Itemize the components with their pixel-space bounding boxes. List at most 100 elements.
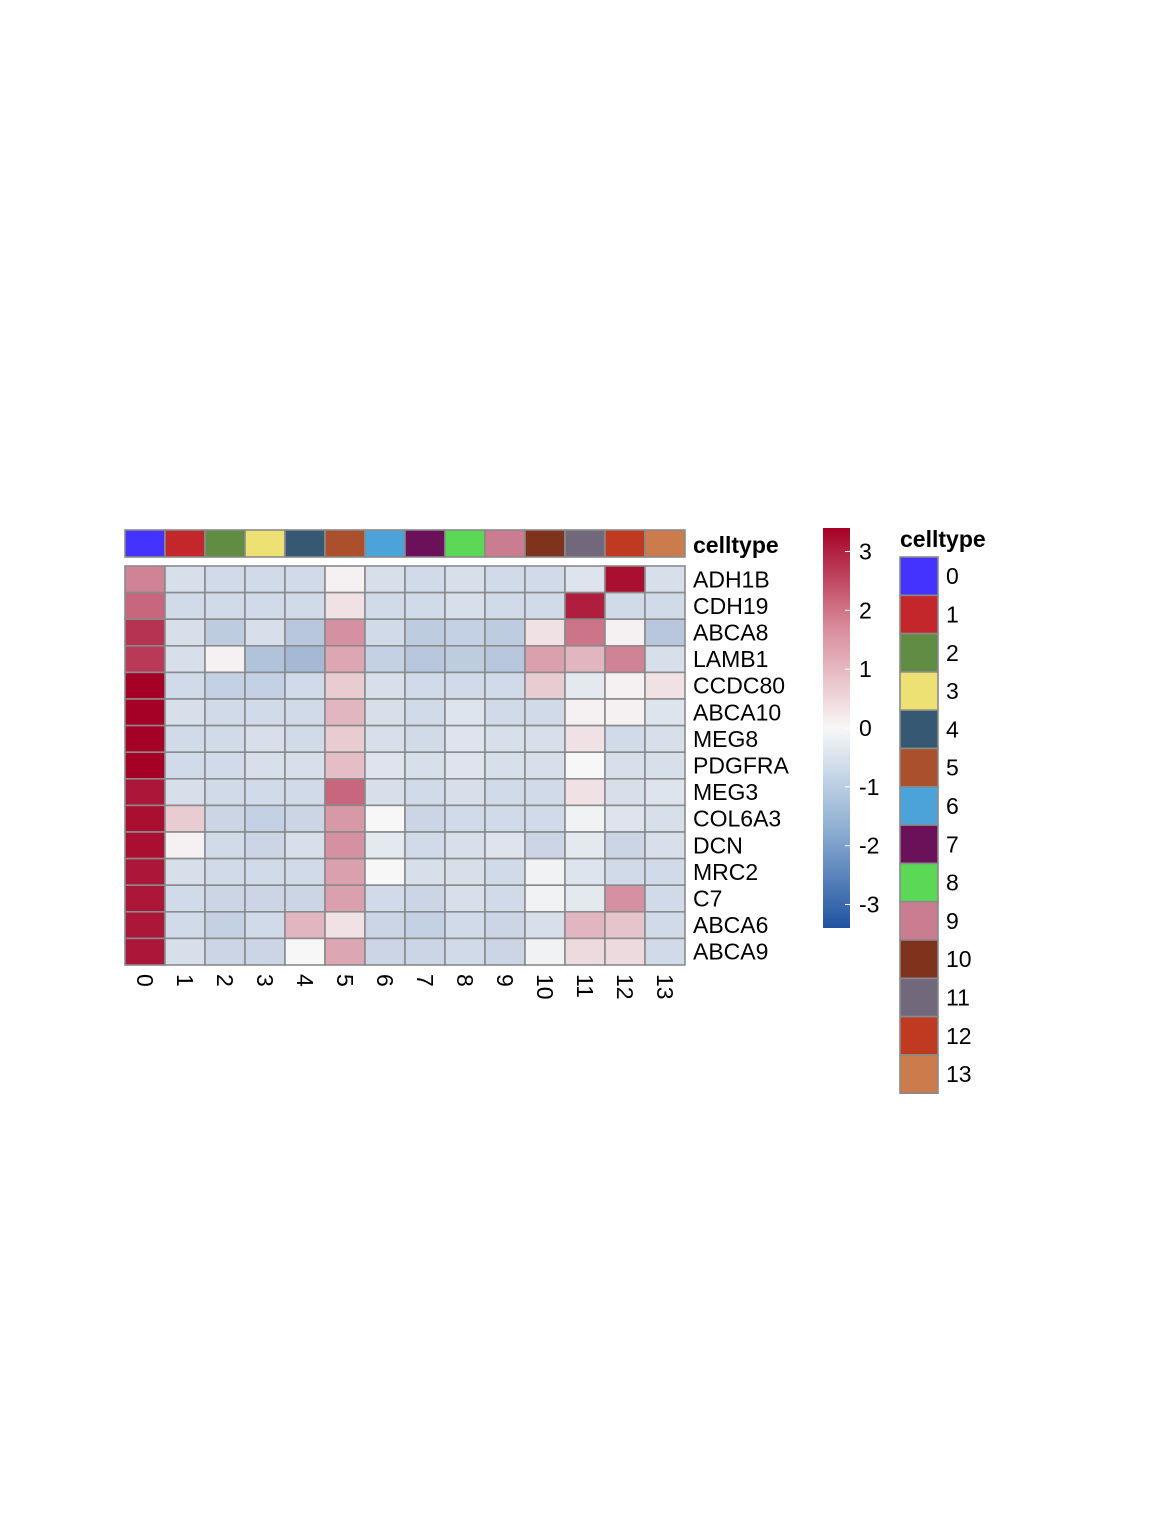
heatmap-cell-CDH19-9	[484, 591, 526, 620]
annotation-title: celltype	[693, 532, 779, 558]
heatmap-cell-CDH19-8	[444, 591, 486, 620]
legend-swatch-12	[899, 1015, 939, 1056]
heatmap-cell-MRC2-9	[484, 857, 526, 886]
heatmap-cell-MRC2-0	[124, 857, 166, 886]
heatmap-cell-COL6A3-10	[524, 804, 566, 833]
colorbar-tick-label: 2	[859, 597, 872, 623]
legend-swatch-2	[899, 632, 939, 673]
heatmap-cell-ABCA6-2	[204, 910, 246, 940]
heatmap-cell-MEG3-4	[284, 777, 326, 807]
heatmap-cell-MEG8-1	[164, 724, 206, 753]
heatmap-cell-LAMB1-10	[524, 644, 566, 674]
heatmap-cell-MRC2-8	[444, 857, 486, 886]
heatmap-cell-MRC2-6	[364, 857, 406, 886]
heatmap-cell-ABCA8-0	[124, 618, 166, 647]
heatmap-cell-MEG8-13	[644, 724, 686, 753]
heatmap-cell-ABCA6-0	[124, 910, 166, 940]
legend-swatch-11	[899, 977, 939, 1018]
heatmap-cell-ABCA6-7	[404, 910, 446, 940]
heatmap-cell-CCDC80-0	[124, 671, 166, 700]
heatmap-cell-ABCA8-9	[484, 618, 526, 647]
heatmap-cell-ADH1B-11	[564, 565, 606, 594]
heatmap-cell-LAMB1-7	[404, 644, 446, 674]
heatmap-cell-MEG3-5	[324, 777, 366, 807]
heatmap-cell-DCN-7	[404, 831, 446, 860]
heatmap-cell-C7-12	[604, 884, 646, 913]
heatmap-cell-ABCA6-13	[644, 910, 686, 940]
legend-label-9: 9	[946, 908, 959, 934]
heatmap-cell-LAMB1-0	[124, 644, 166, 674]
heatmap-cell-MEG3-1	[164, 777, 206, 807]
heatmap-cell-PDGFRA-9	[484, 751, 526, 780]
heatmap-cell-ADH1B-12	[604, 565, 646, 594]
heatmap-cell-LAMB1-9	[484, 644, 526, 674]
column-label-4: 4	[292, 974, 318, 987]
heatmap-cell-PDGFRA-11	[564, 751, 606, 780]
heatmap-cell-CCDC80-1	[164, 671, 206, 700]
heatmap-cell-ABCA8-12	[604, 618, 646, 647]
heatmap-cell-ABCA6-6	[364, 910, 406, 940]
heatmap-cell-ABCA9-5	[324, 937, 366, 966]
heatmap-cell-MEG3-8	[444, 777, 486, 807]
heatmap-cell-CDH19-1	[164, 591, 206, 620]
heatmap-cell-ADH1B-4	[284, 565, 326, 594]
heatmap-cell-COL6A3-13	[644, 804, 686, 833]
heatmap-cell-PDGFRA-0	[124, 751, 166, 780]
column-label-8: 8	[452, 974, 478, 987]
legend-swatch-6	[899, 785, 939, 826]
heatmap-cell-ABCA8-7	[404, 618, 446, 647]
heatmap-cell-ADH1B-5	[324, 565, 366, 594]
heatmap-cell-MRC2-4	[284, 857, 326, 886]
heatmap-cell-ABCA10-4	[284, 698, 326, 727]
heatmap-cell-CDH19-7	[404, 591, 446, 620]
heatmap-cell-C7-13	[644, 884, 686, 913]
heatmap-cell-CDH19-10	[524, 591, 566, 620]
column-labels: 0 1 2 3 4 5 6 7 8 9 10 11 12 13	[132, 974, 678, 1000]
heatmap-cell-COL6A3-9	[484, 804, 526, 833]
column-label-12: 12	[612, 974, 638, 1000]
heatmap-cell-PDGFRA-5	[324, 751, 366, 780]
heatmap-cell-CCDC80-10	[524, 671, 566, 700]
heatmap-cell-C7-8	[444, 884, 486, 913]
annotation-cell-12	[604, 529, 646, 558]
heatmap-cell-CCDC80-3	[244, 671, 286, 700]
annotation-cell-6	[364, 529, 406, 558]
heatmap-cells	[124, 565, 686, 966]
heatmap-cell-ADH1B-7	[404, 565, 446, 594]
row-label-ABCA10: ABCA10	[693, 699, 781, 725]
heatmap-cell-CDH19-11	[564, 591, 606, 620]
heatmap-cell-MRC2-13	[644, 857, 686, 886]
heatmap-cell-COL6A3-4	[284, 804, 326, 833]
heatmap-cell-COL6A3-8	[444, 804, 486, 833]
heatmap-cell-PDGFRA-8	[444, 751, 486, 780]
heatmap-cell-ABCA10-9	[484, 698, 526, 727]
heatmap-cell-LAMB1-11	[564, 644, 606, 674]
colorbar-tick-label: -3	[859, 891, 879, 917]
annotation-cell-13	[644, 529, 686, 558]
heatmap-cell-ABCA10-12	[604, 698, 646, 727]
heatmap-cell-MEG3-7	[404, 777, 446, 807]
heatmap-cell-ABCA8-1	[164, 618, 206, 647]
heatmap-cell-MEG3-13	[644, 777, 686, 807]
heatmap-cell-ABCA10-8	[444, 698, 486, 727]
heatmap-cell-ABCA10-1	[164, 698, 206, 727]
heatmap-cell-C7-2	[204, 884, 246, 913]
heatmap-cell-LAMB1-4	[284, 644, 326, 674]
heatmap-cell-MRC2-5	[324, 857, 366, 886]
row-label-CCDC80: CCDC80	[693, 673, 785, 699]
heatmap-cell-MRC2-11	[564, 857, 606, 886]
heatmap-cell-MEG3-10	[524, 777, 566, 807]
heatmap-cell-DCN-11	[564, 831, 606, 860]
legend-label-4: 4	[946, 716, 959, 742]
heatmap-cell-ABCA6-9	[484, 910, 526, 940]
row-label-ADH1B: ADH1B	[693, 566, 770, 592]
heatmap-cell-PDGFRA-13	[644, 751, 686, 780]
heatmap-cell-ABCA10-7	[404, 698, 446, 727]
heatmap-cell-ABCA6-1	[164, 910, 206, 940]
heatmap-cell-MEG3-12	[604, 777, 646, 807]
colorbar-tick-label: 1	[859, 656, 872, 682]
heatmap-cell-DCN-5	[324, 831, 366, 860]
legend-swatch-1	[899, 594, 939, 635]
heatmap-cell-MEG3-2	[204, 777, 246, 807]
